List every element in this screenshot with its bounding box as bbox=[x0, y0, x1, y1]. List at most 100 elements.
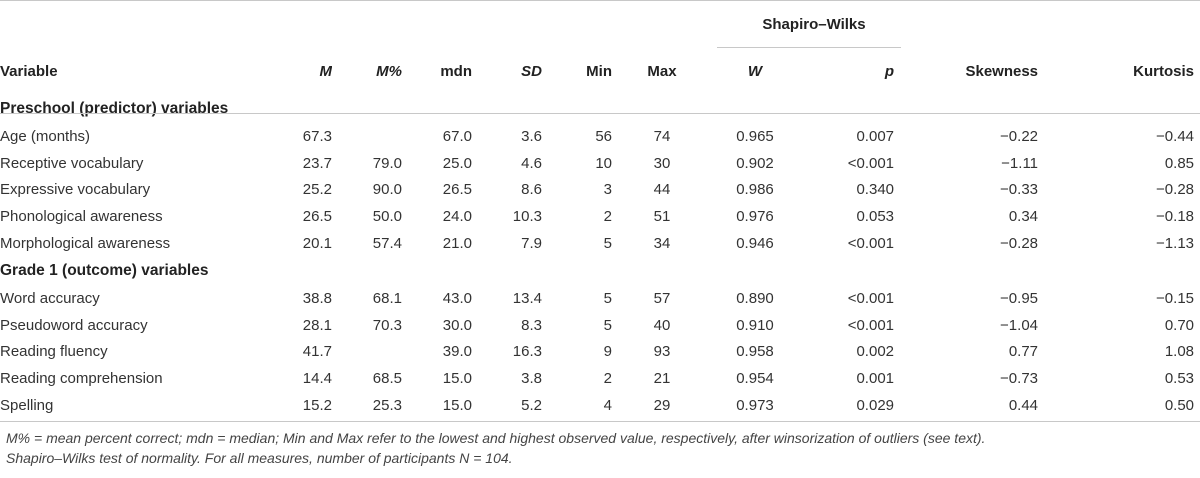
cell-mean-percent: 90.0 bbox=[372, 181, 402, 199]
cell-mean: 23.7 bbox=[302, 154, 332, 172]
table-row: Reading fluency 41.7 39.0 16.3 9 93 0.958 0.002… bbox=[0, 339, 1200, 366]
cell-w-stat: 0.910 bbox=[736, 316, 774, 334]
header-rule bbox=[0, 113, 1200, 114]
table-footnote: M% = mean percent correct; mdn = median;… bbox=[6, 428, 1194, 468]
cell-sd: 8.3 bbox=[521, 316, 542, 334]
cell-kurtosis: 0.85 bbox=[1164, 154, 1195, 172]
shapiro-wilks-group-header: Shapiro–Wilks bbox=[712, 0, 916, 48]
cell-min: 2 bbox=[603, 208, 612, 226]
cell-median: 67.0 bbox=[442, 127, 472, 145]
cell-sd: 7.9 bbox=[521, 235, 542, 253]
top-rule bbox=[0, 0, 1200, 1]
cell-w-stat: 0.965 bbox=[736, 127, 774, 145]
cell-mean: 26.5 bbox=[302, 208, 332, 226]
cell-median: 25.0 bbox=[442, 154, 472, 172]
cell-mean: 25.2 bbox=[302, 181, 332, 199]
cell-median: 24.0 bbox=[442, 208, 472, 226]
cell-skewness: −1.11 bbox=[1001, 154, 1039, 172]
cell-min: 5 bbox=[603, 289, 612, 307]
cell-p-value: 0.053 bbox=[856, 208, 895, 226]
cell-p-value: <0.001 bbox=[847, 316, 895, 334]
cell-mean: 28.1 bbox=[302, 316, 332, 334]
header-skewness: Skewness bbox=[965, 63, 1039, 80]
table-row: Reading comprehension 14.4 68.5 15.0 3.8 2 21 0… bbox=[0, 365, 1200, 392]
header-median: mdn bbox=[440, 63, 472, 80]
cell-sd: 13.4 bbox=[512, 289, 542, 307]
cell-mean-percent: 25.3 bbox=[372, 397, 402, 415]
cell-skewness: −0.73 bbox=[1000, 370, 1039, 388]
cell-mean: 41.7 bbox=[302, 343, 332, 361]
cell-kurtosis: −0.28 bbox=[1156, 181, 1195, 199]
table-row: Spelling 15.2 25.3 15.0 5.2 4 29 0.973 0.029 0.44… bbox=[0, 392, 1200, 419]
cell-sd: 4.6 bbox=[521, 154, 542, 172]
header-variable: Variable bbox=[0, 63, 58, 80]
cell-skewness: −0.95 bbox=[1000, 289, 1039, 307]
cell-median: 26.5 bbox=[442, 181, 472, 199]
cell-max: 51 bbox=[653, 208, 671, 226]
table-row: Morphological awareness 20.1 57.4 21.0 7.9 5 3… bbox=[0, 230, 1200, 257]
cell-median: 43.0 bbox=[442, 289, 472, 307]
cell-p-value: 0.007 bbox=[856, 127, 895, 145]
cell-mean-percent bbox=[332, 123, 402, 150]
cell-p-value: <0.001 bbox=[847, 289, 895, 307]
cell-skewness: −0.22 bbox=[1000, 127, 1039, 145]
cell-mean: 38.8 bbox=[302, 289, 332, 307]
cell-mean-percent: 70.3 bbox=[372, 316, 402, 334]
cell-max: 30 bbox=[653, 154, 671, 172]
cell-variable-name: Phonological awareness bbox=[0, 208, 163, 226]
cell-variable-name: Expressive vocabulary bbox=[0, 181, 151, 199]
cell-p-value: 0.002 bbox=[856, 343, 895, 361]
cell-w-stat: 0.890 bbox=[736, 289, 774, 307]
cell-skewness: −1.04 bbox=[1000, 316, 1039, 334]
cell-max: 74 bbox=[653, 127, 671, 145]
cell-variable-name: Pseudoword accuracy bbox=[0, 316, 148, 334]
table-body: Preschool (predictor) variables Age (mont… bbox=[0, 95, 1200, 419]
cell-max: 34 bbox=[653, 235, 671, 253]
cell-variable-name: Spelling bbox=[0, 397, 54, 415]
table-row: Receptive vocabulary 23.7 79.0 25.0 4.6 10 30 0… bbox=[0, 150, 1200, 177]
column-header-row: Variable M M% mdn SD Min Max W p Skewnes… bbox=[0, 48, 1200, 95]
cell-sd: 16.3 bbox=[512, 343, 542, 361]
cell-skewness: 0.77 bbox=[1008, 343, 1039, 361]
cell-min: 5 bbox=[603, 316, 612, 334]
cell-variable-name: Morphological awareness bbox=[0, 235, 171, 253]
cell-p-value: <0.001 bbox=[847, 235, 895, 253]
cell-variable-name: Word accuracy bbox=[0, 289, 100, 307]
cell-min: 4 bbox=[603, 397, 612, 415]
cell-max: 29 bbox=[653, 397, 671, 415]
cell-skewness: −0.28 bbox=[1000, 235, 1039, 253]
cell-skewness: −0.33 bbox=[1000, 181, 1039, 199]
cell-median: 21.0 bbox=[442, 235, 472, 253]
cell-variable-name: Receptive vocabulary bbox=[0, 154, 144, 172]
cell-sd: 3.6 bbox=[521, 127, 542, 145]
header-min: Min bbox=[586, 63, 612, 80]
table-row: Expressive vocabulary 25.2 90.0 26.5 8.6 3 44 0… bbox=[0, 177, 1200, 204]
cell-sd: 5.2 bbox=[521, 397, 542, 415]
bottom-rule bbox=[0, 421, 1200, 422]
cell-min: 5 bbox=[603, 235, 612, 253]
cell-p-value: 0.340 bbox=[856, 181, 895, 199]
cell-kurtosis: −0.44 bbox=[1156, 127, 1195, 145]
header-p: p bbox=[884, 63, 895, 80]
cell-mean: 14.4 bbox=[302, 370, 332, 388]
cell-w-stat: 0.954 bbox=[736, 370, 774, 388]
cell-max: 93 bbox=[653, 343, 671, 361]
cell-min: 9 bbox=[603, 343, 612, 361]
cell-w-stat: 0.946 bbox=[736, 235, 774, 253]
cell-w-stat: 0.958 bbox=[736, 343, 774, 361]
cell-min: 2 bbox=[603, 370, 612, 388]
cell-kurtosis: 1.08 bbox=[1164, 343, 1195, 361]
cell-max: 40 bbox=[653, 316, 671, 334]
cell-min: 10 bbox=[595, 154, 612, 172]
cell-max: 21 bbox=[653, 370, 671, 388]
cell-sd: 10.3 bbox=[512, 208, 542, 226]
cell-mean: 67.3 bbox=[302, 127, 332, 145]
cell-p-value: 0.001 bbox=[856, 370, 895, 388]
cell-median: 30.0 bbox=[442, 316, 472, 334]
cell-variable-name: Reading comprehension bbox=[0, 370, 163, 388]
cell-kurtosis: −0.18 bbox=[1156, 208, 1195, 226]
cell-mean: 15.2 bbox=[302, 397, 332, 415]
cell-mean-percent: 79.0 bbox=[372, 154, 402, 172]
cell-min: 3 bbox=[603, 181, 612, 199]
